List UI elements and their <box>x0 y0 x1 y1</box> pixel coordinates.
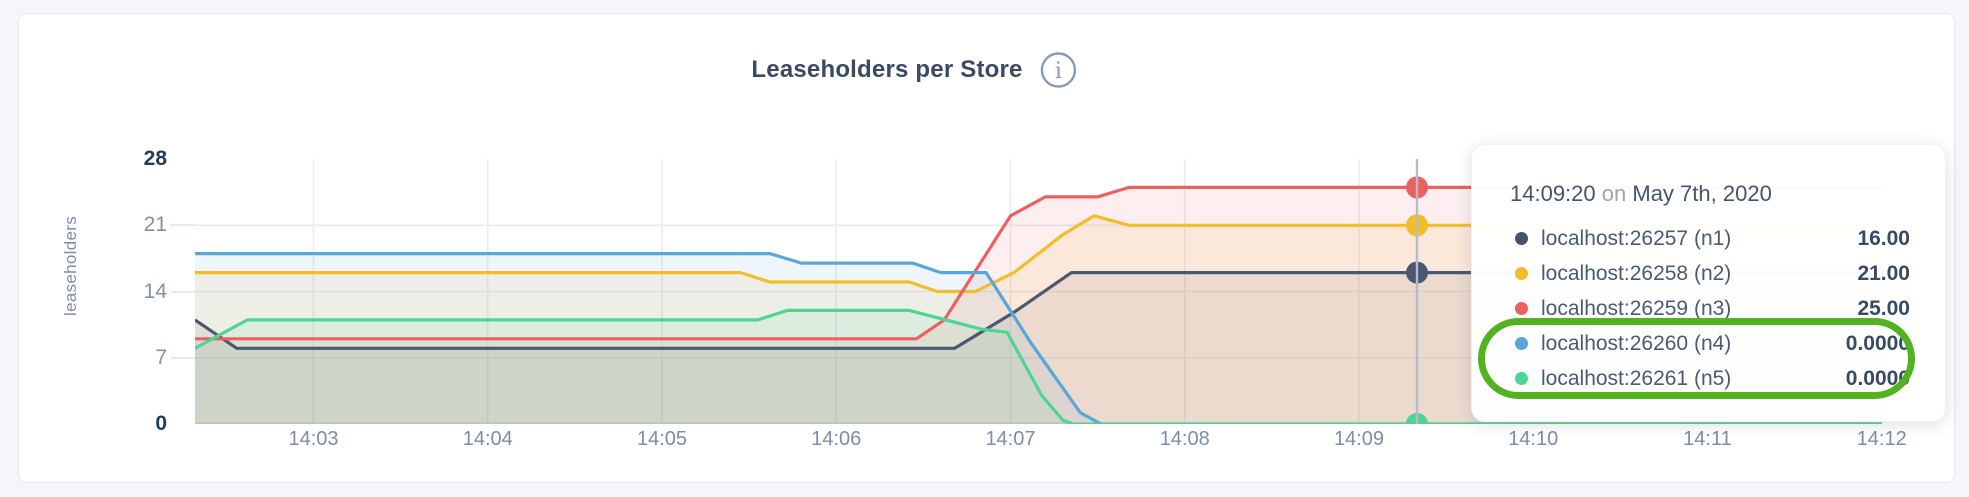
x-tick-1410: 14:10 <box>1508 428 1559 450</box>
y-tick-21: 21 <box>143 213 167 237</box>
x-tick-1409: 14:09 <box>1333 428 1384 450</box>
svg-text:i: i <box>1055 59 1062 84</box>
series-color-dot <box>1515 267 1528 280</box>
x-tick-1403: 14:03 <box>288 428 339 450</box>
tooltip-row-n3: localhost:26259 (n3) 25.00 <box>1510 291 1910 326</box>
chart-card: Leaseholders per Store i leaseholders 0 7… <box>18 13 1955 483</box>
series-color-dot <box>1515 232 1528 245</box>
tooltip-time: 14:09:20 <box>1510 181 1596 206</box>
series-value: 0.0000 <box>1845 331 1910 355</box>
series-name: localhost:26260 (n4) <box>1541 331 1732 355</box>
plot-area[interactable] <box>194 159 1934 435</box>
series-color-dot <box>1515 337 1528 350</box>
tooltip-date: May 7th, 2020 <box>1632 181 1772 206</box>
series-color-dot <box>1515 372 1528 385</box>
x-tick-1407: 14:07 <box>985 428 1036 450</box>
leaseholders-chart-svg[interactable] <box>194 159 1934 435</box>
tooltip-row-n4: localhost:26260 (n4) 0.0000 <box>1510 326 1910 361</box>
y-axis-label: leaseholders <box>61 216 80 316</box>
y-tick-14: 14 <box>143 279 167 303</box>
tooltip-rows: localhost:26257 (n1) 16.00 localhost:26258… <box>1510 221 1945 396</box>
x-tick-1411: 14:11 <box>1683 428 1732 450</box>
y-tick-mark <box>171 224 195 227</box>
y-tick-7: 7 <box>155 345 167 369</box>
y-tick-0: 0 <box>155 412 167 435</box>
chart-tooltip: 14:09:20 on May 7th, 2020 localhost:2625… <box>1471 144 1946 422</box>
chart-title: Leaseholders per Store <box>751 56 1023 83</box>
chart-header: Leaseholders per Store i <box>751 50 1078 90</box>
y-tick-28: 28 <box>143 147 167 170</box>
tooltip-row-n2: localhost:26258 (n2) 21.00 <box>1510 256 1910 291</box>
series-color-dot <box>1515 302 1528 315</box>
series-name: localhost:26257 (n1) <box>1541 226 1732 250</box>
y-tick-mark <box>171 290 195 293</box>
tooltip-timestamp: 14:09:20 on May 7th, 2020 <box>1510 181 1945 207</box>
x-tick-1412: 14:12 <box>1856 428 1907 450</box>
x-tick-1408: 14:08 <box>1159 428 1210 450</box>
tooltip-row-n5: localhost:26261 (n5) 0.0000 <box>1510 361 1910 396</box>
series-name: localhost:26261 (n5) <box>1541 366 1732 390</box>
y-tick-mark <box>171 356 195 359</box>
series-name: localhost:26259 (n3) <box>1541 296 1732 320</box>
series-value: 21.00 <box>1857 261 1910 285</box>
series-value: 25.00 <box>1857 296 1910 320</box>
x-tick-1405: 14:05 <box>636 428 688 450</box>
series-name: localhost:26258 (n2) <box>1541 261 1732 285</box>
x-tick-1404: 14:04 <box>462 428 513 450</box>
tooltip-row-n1: localhost:26257 (n1) 16.00 <box>1510 221 1910 256</box>
tooltip-on-word: on <box>1601 181 1627 206</box>
x-tick-1406: 14:06 <box>811 428 862 450</box>
info-icon[interactable]: i <box>1039 50 1079 90</box>
series-value: 16.00 <box>1857 226 1910 250</box>
series-value: 0.0000 <box>1845 366 1910 390</box>
